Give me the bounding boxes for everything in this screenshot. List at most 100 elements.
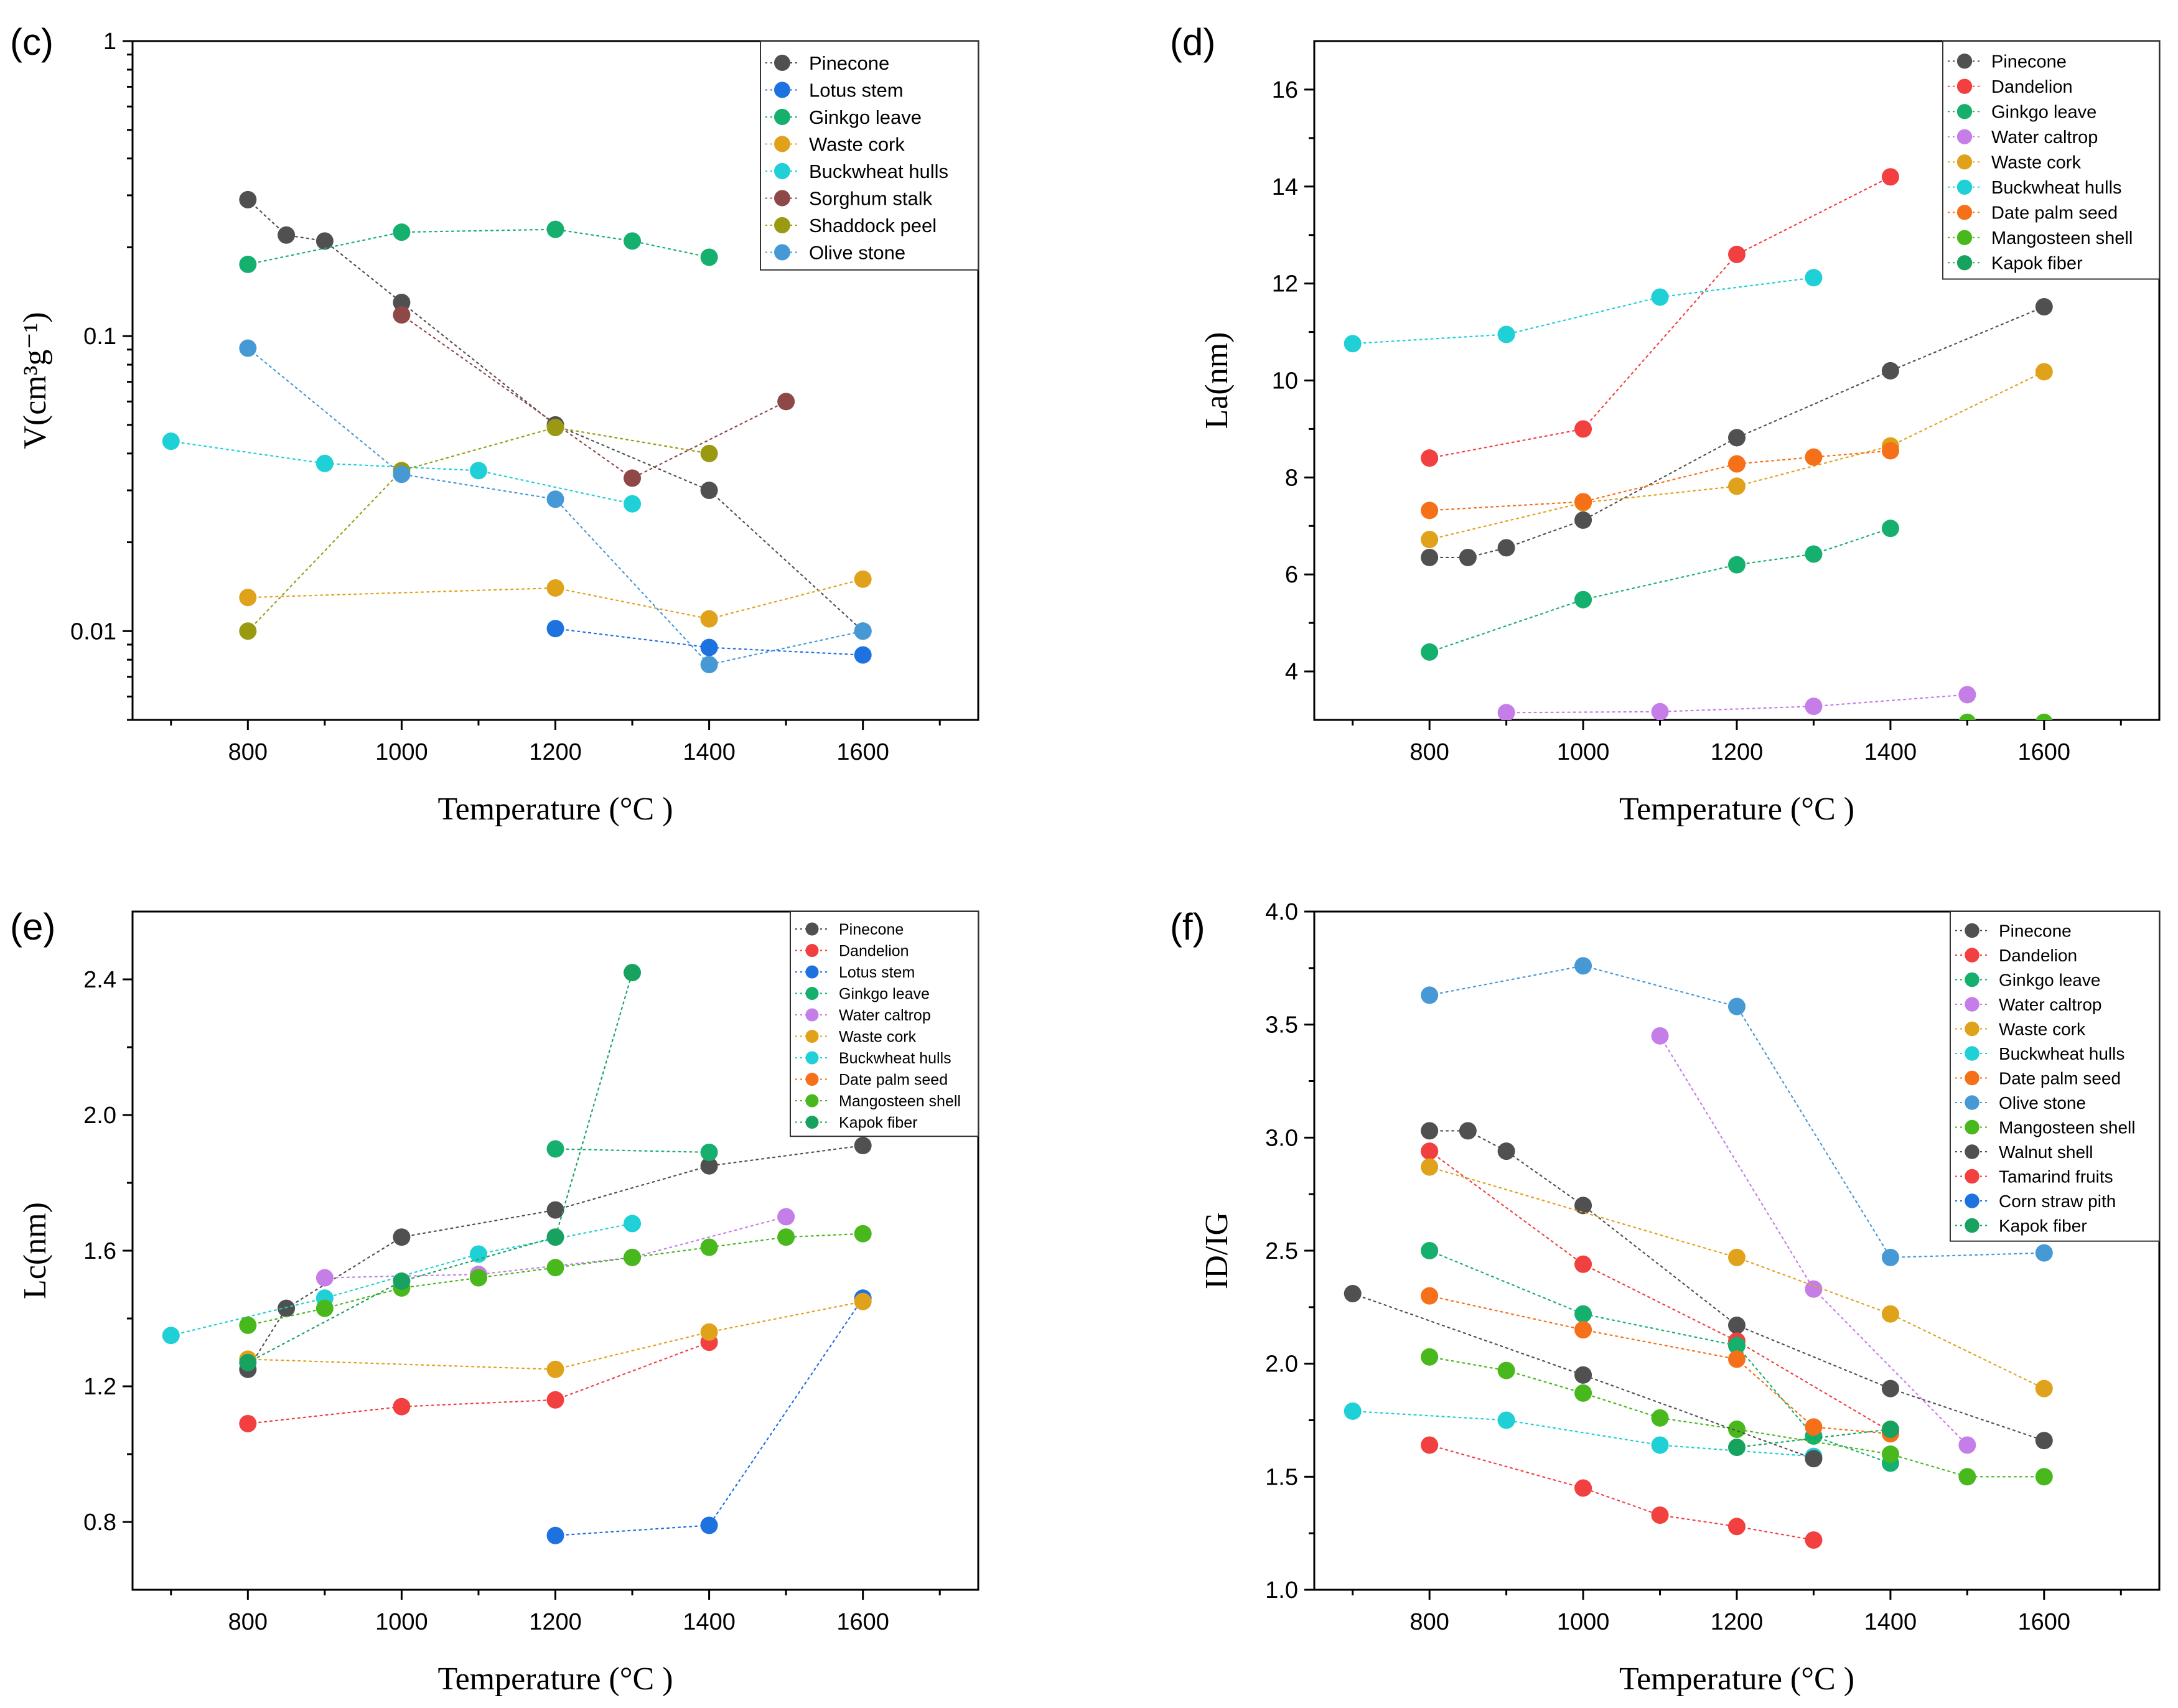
- legend-label-pinecone: Pinecone: [839, 921, 904, 938]
- legend: Pinecone Lotus stem Ginkgo leave Waste cork…: [760, 40, 979, 271]
- legend-marker-lotus-stem: [774, 82, 791, 98]
- data-point-shaddock-peel: [700, 444, 718, 462]
- data-point-water-caltrop: [1651, 1027, 1669, 1045]
- legend-marker-date-palm-seed: [805, 1073, 819, 1086]
- data-point-dandelion: [239, 1414, 257, 1432]
- panel-f: (f) 800 1000 1200 1400 1600 1.0 1.5 2.0 2.5 3.0 3.5…: [1170, 899, 2161, 1697]
- data-point-dandelion: [546, 1391, 564, 1409]
- y-tick-label: 4: [1285, 659, 1298, 685]
- data-point-pinecone: [278, 226, 296, 244]
- data-point-date-palm-seed: [1805, 1418, 1823, 1436]
- series-olive-stone: [239, 339, 872, 674]
- data-point-buckwheat-hulls: [1651, 288, 1669, 306]
- data-point-mangosteen-shell: [239, 1316, 257, 1334]
- y-tick-label: 3.5: [1265, 1012, 1298, 1038]
- series-line-ginkgo-leave: [247, 228, 710, 266]
- data-point-tamarind-fruits: [1421, 1436, 1439, 1454]
- data-point-pinecone: [393, 1228, 411, 1246]
- legend-label-sorghum-stalk: Sorghum stalk: [809, 188, 933, 210]
- legend-marker-date-palm-seed: [1965, 1070, 1979, 1086]
- legend-label-lotus-stem: Lotus stem: [809, 80, 904, 101]
- data-point-pinecone: [1728, 1316, 1746, 1334]
- series-ginkgo-leave: [239, 220, 718, 273]
- data-point-buckwheat-hulls: [469, 1245, 487, 1263]
- legend-label-waste-cork: Waste cork: [1999, 1020, 2086, 1039]
- data-point-dandelion: [1421, 1142, 1439, 1160]
- legend-label-date-palm-seed: Date palm seed: [1991, 203, 2118, 223]
- data-point-mangosteen-shell: [1881, 1445, 1899, 1463]
- data-point-walnut-shell: [1805, 1450, 1823, 1468]
- x-tick-label: 1000: [375, 739, 428, 765]
- data-point-mangosteen-shell: [469, 1269, 487, 1287]
- data-point-waste-cork: [1881, 1305, 1899, 1323]
- x-tick-label: 1000: [1557, 1609, 1610, 1635]
- x-tick-label: 800: [228, 739, 268, 765]
- legend-marker-kapok-fiber: [805, 1116, 819, 1129]
- x-tick-label: 1600: [2018, 1609, 2071, 1635]
- panel-c: (c) 800 1000 1200 1400 1600 0.01 0.1 1 Temperatur…: [10, 21, 979, 827]
- data-point-mangosteen-shell: [777, 1228, 795, 1246]
- series-pinecone: [1421, 298, 2053, 566]
- data-point-mangosteen-shell: [1728, 1421, 1746, 1439]
- data-point-kapok-fiber: [239, 1353, 257, 1371]
- x-tick-label: 1400: [1864, 1609, 1917, 1635]
- data-point-mangosteen-shell: [2035, 713, 2053, 720]
- series-line-dandelion: [1429, 1150, 1892, 1432]
- data-point-pinecone: [1574, 1197, 1592, 1215]
- data-point-kapok-fiber: [1881, 1421, 1899, 1439]
- data-point-olive-stone: [546, 490, 564, 508]
- legend-marker-ginkgo-leave: [1956, 104, 1973, 119]
- data-point-mangosteen-shell: [1497, 1361, 1515, 1379]
- data-point-buckwheat-hulls: [1651, 1436, 1669, 1454]
- legend-marker-olive-stone: [774, 244, 791, 261]
- legend-box: [760, 40, 979, 271]
- legend-label-waste-cork: Waste cork: [809, 134, 905, 156]
- y-tick-label: 2.4: [83, 967, 116, 993]
- y-tick-label: 0.01: [70, 618, 116, 645]
- series-dandelion: [239, 1333, 718, 1432]
- panel-d: (d) 800 1000 1200 1400 1600 4 6 8 10 12 14 16 Tempera…: [1170, 21, 2161, 827]
- legend-marker-waste-cork: [805, 1030, 819, 1043]
- series-line-date-palm-seed: [1429, 450, 1892, 511]
- legend-label-kapok-fiber: Kapok fiber: [839, 1114, 917, 1132]
- data-point-pinecone: [546, 1201, 564, 1219]
- legend-label-walnut-shell: Walnut shell: [1999, 1142, 2093, 1162]
- panel-label: (e): [10, 906, 55, 948]
- y-tick-label: 10: [1272, 368, 1298, 394]
- data-point-mangosteen-shell: [700, 1238, 718, 1256]
- x-tick-label: 1400: [1864, 739, 1917, 765]
- data-point-ginkgo-leave: [546, 220, 564, 238]
- legend-label-dandelion: Dandelion: [839, 943, 909, 960]
- data-point-buckwheat-hulls: [469, 462, 487, 480]
- data-point-olive-stone: [2035, 1244, 2053, 1262]
- legend-label-pinecone: Pinecone: [1999, 922, 2072, 941]
- legend-marker-ginkgo-leave: [805, 987, 819, 1001]
- legend-label-water-caltrop: Water caltrop: [1991, 128, 2098, 147]
- data-point-ginkgo-leave: [1728, 1337, 1746, 1355]
- y-tick-label: 4.0: [1265, 899, 1298, 925]
- data-point-buckwheat-hulls: [1497, 325, 1515, 343]
- data-point-water-caltrop: [1958, 686, 1976, 704]
- legend-label-ginkgo-leave: Ginkgo leave: [1999, 971, 2100, 990]
- y-tick-label: 3.0: [1265, 1125, 1298, 1151]
- legend-marker-kapok-fiber: [1956, 255, 1973, 271]
- data-point-dandelion: [1574, 1255, 1592, 1273]
- x-tick-label: 1000: [375, 1609, 428, 1635]
- data-point-buckwheat-hulls: [1344, 1402, 1362, 1420]
- series-shaddock-peel: [239, 419, 718, 640]
- legend-marker-ginkgo-leave: [774, 108, 791, 125]
- series-ginkgo-leave: [1421, 520, 1899, 661]
- data-point-date-palm-seed: [1805, 448, 1823, 466]
- data-point-pinecone: [700, 482, 718, 500]
- x-tick-label: 800: [1409, 739, 1449, 765]
- x-axis-label: Temperature (°C ): [437, 1661, 673, 1697]
- legend-label-ginkgo-leave: Ginkgo leave: [1991, 103, 2096, 123]
- y-axis-label: La(nm): [1199, 332, 1235, 429]
- series-water-caltrop: [1651, 1027, 1976, 1454]
- y-axis-label: Lc(nm): [17, 1202, 53, 1299]
- data-point-pinecone: [393, 294, 411, 312]
- data-point-sorghum-stalk: [777, 393, 795, 411]
- y-tick-label: 12: [1272, 271, 1298, 297]
- data-point-lotus-stem: [700, 638, 718, 656]
